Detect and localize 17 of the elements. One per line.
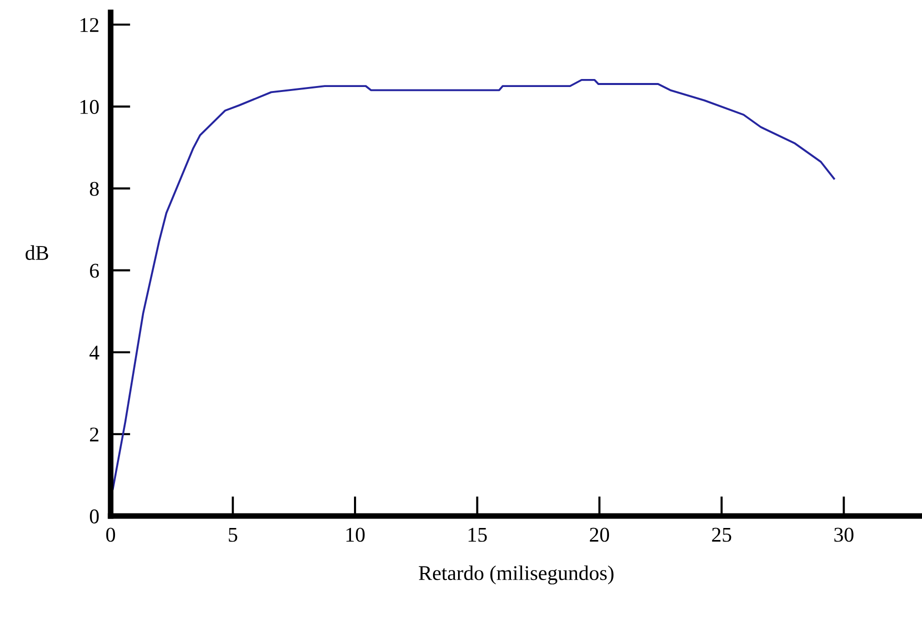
y-tick-label: 4 (90, 346, 100, 360)
y-axis-title: dB (26, 245, 48, 260)
y-tick-label: 0 (90, 509, 99, 524)
x-tick-label: 15 (468, 528, 487, 542)
y-tick-label: 10 (80, 100, 99, 114)
x-axis-title: Retardo (milisegundos) (418, 565, 614, 584)
y-tick-label: 12 (80, 18, 98, 32)
x-tick-label: 0 (106, 528, 116, 542)
y-tick-label: 8 (90, 182, 99, 196)
y-tick-label: 2 (90, 428, 98, 442)
x-tick-label: 5 (228, 528, 238, 542)
x-tick-label: 30 (834, 528, 854, 542)
x-tick-label: 10 (346, 528, 365, 542)
x-tick-label: 25 (712, 528, 732, 542)
y-tick-label: 6 (90, 264, 99, 278)
x-tick-label: 20 (590, 528, 610, 542)
line-series (112, 78, 835, 490)
